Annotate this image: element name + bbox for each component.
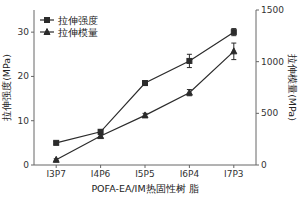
x-tick-label: I3P7 (46, 169, 66, 179)
y2-tick-label: 500 (261, 108, 278, 118)
point (143, 81, 148, 86)
series (54, 29, 237, 146)
plot-area (53, 29, 237, 163)
y-tick (31, 165, 34, 166)
y-tick-label: 20 (18, 71, 30, 81)
error-bar-cap (231, 28, 236, 29)
point (187, 58, 192, 63)
point (98, 133, 104, 139)
error-bar (231, 43, 236, 60)
x-tick-label: I7P3 (224, 169, 244, 179)
y-tick-label: 10 (18, 116, 30, 126)
y2-tick-label: 0 (261, 160, 267, 170)
y2-axis-label: 拉伸模量(MPa) (287, 54, 298, 121)
x-tick-label: I4P6 (91, 169, 111, 179)
y-tick (31, 32, 34, 33)
y2-tick (256, 165, 259, 166)
error-bar (187, 90, 192, 96)
y2-tick (256, 10, 259, 11)
chart: 0 10 20 30 0 500 1000 1500 I3P7 I4P6 I5P5 I6P4 I7P3 P… (0, 0, 300, 200)
error-bar (187, 54, 192, 67)
x-tick (233, 165, 234, 168)
error-bar-cap (187, 67, 192, 68)
y2-tick (256, 61, 259, 62)
y2-tick-label: 1000 (261, 57, 284, 67)
x-tick-label: I5P5 (135, 169, 155, 179)
error-bar-cap (231, 59, 236, 60)
y-tick (31, 120, 34, 121)
error-bar (231, 29, 236, 36)
x-tick (56, 165, 57, 168)
y-axis-label: 拉伸强度(MPa) (1, 54, 12, 121)
series-line (56, 51, 234, 160)
point (54, 140, 59, 145)
x-tick-label: I6P4 (180, 169, 200, 179)
y-axis-line (34, 10, 35, 165)
y-tick (31, 76, 34, 77)
legend-marker (45, 18, 50, 23)
error-bar-cap (231, 35, 236, 36)
x-tick (100, 165, 101, 168)
y-tick-label: 0 (23, 160, 29, 170)
point (53, 156, 59, 162)
error-bar-cap (231, 43, 236, 44)
x-tick (189, 165, 190, 168)
x-axis-label: POFA-EA/IM热固性树 脂 (91, 183, 198, 194)
x-tick (145, 165, 146, 168)
series-line (56, 32, 234, 143)
legend-label: 拉伸模量 (58, 27, 98, 38)
point (142, 112, 148, 118)
point (231, 48, 237, 54)
series (53, 43, 237, 162)
error-bar-cap (187, 54, 192, 55)
legend-marker (44, 29, 50, 35)
y2-tick (256, 113, 259, 114)
y-tick-label: 30 (18, 27, 30, 37)
legend-label: 拉伸强度 (58, 15, 98, 26)
error-bar (143, 81, 148, 85)
y2-axis-line (256, 10, 257, 165)
point (186, 89, 192, 95)
y2-tick-label: 1500 (261, 5, 284, 15)
legend: 拉伸强度拉伸模量 (40, 15, 98, 38)
point (231, 30, 236, 35)
